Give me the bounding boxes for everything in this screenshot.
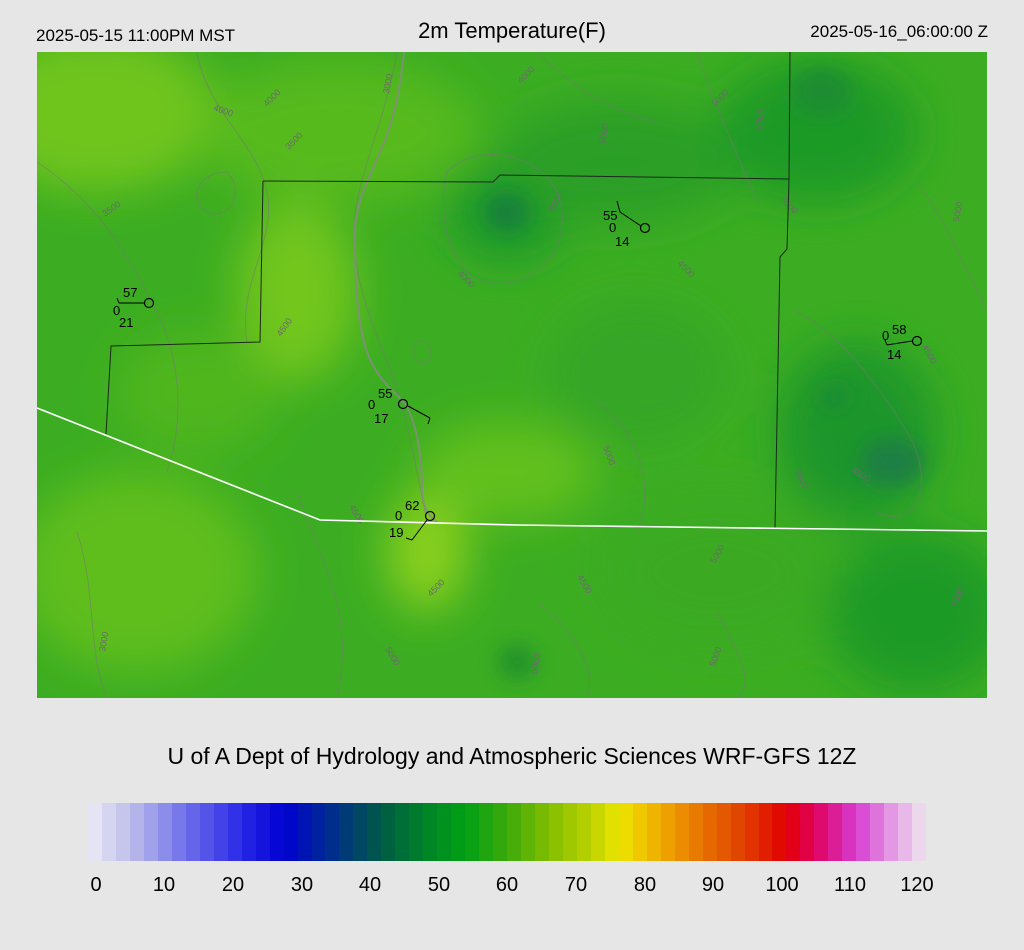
scale-tick-20: 20 <box>221 874 245 896</box>
svg-text:5000: 5000 <box>529 653 542 674</box>
local-time-label: 2025-05-15 11:00PM MST <box>36 26 236 45</box>
scale-tick-30: 30 <box>290 874 314 896</box>
svg-text:5000: 5000 <box>597 123 610 144</box>
river-line <box>353 52 438 523</box>
svg-text:62: 62 <box>405 498 419 513</box>
svg-text:5000: 5000 <box>951 201 964 222</box>
scale-tick-100: 100 <box>765 874 799 896</box>
svg-text:57: 57 <box>123 285 137 300</box>
svg-text:14: 14 <box>615 234 629 249</box>
scale-tick-110: 110 <box>834 874 866 896</box>
cold-pockets <box>485 68 924 680</box>
svg-text:17: 17 <box>374 411 388 426</box>
scale-tick-10: 10 <box>152 874 176 896</box>
svg-text:55: 55 <box>378 386 392 401</box>
scale-tick-0: 0 <box>90 874 102 896</box>
svg-text:3000: 3000 <box>381 73 394 94</box>
state-boundary <box>37 407 987 532</box>
station-plot-3: 58 0 14 <box>882 322 923 362</box>
scale-tick-120: 120 <box>900 874 934 896</box>
svg-text:55: 55 <box>603 208 617 223</box>
temperature-map: 3500 4000 3500 4000 3000 4000 5000 5000 … <box>37 52 987 698</box>
svg-text:0: 0 <box>113 303 120 318</box>
station-plot-2: 55 0 14 <box>603 200 651 249</box>
color-scale-ticks: 0 10 20 30 40 50 60 70 80 90 100 110 120 <box>0 874 1024 904</box>
map-header: 2025-05-15 11:00PM MST 2m Temperature(F)… <box>0 0 1024 50</box>
svg-text:21: 21 <box>119 315 133 330</box>
scale-tick-80: 80 <box>633 874 657 896</box>
svg-text:58: 58 <box>892 322 906 337</box>
station-plot-4: 55 0 17 <box>368 386 431 426</box>
station-plot-1: 57 0 21 <box>113 285 155 330</box>
map-title: 2m Temperature(F) <box>418 18 606 43</box>
color-scale-bar <box>88 803 927 861</box>
scale-tick-40: 40 <box>358 874 382 896</box>
svg-text:0: 0 <box>882 328 889 343</box>
svg-text:14: 14 <box>887 347 901 362</box>
svg-text:5000: 5000 <box>753 109 766 130</box>
county-boundaries <box>105 52 791 529</box>
svg-text:19: 19 <box>389 525 403 540</box>
scale-tick-90: 90 <box>701 874 725 896</box>
station-plot-5: 62 0 19 <box>389 498 436 541</box>
svg-text:0: 0 <box>609 220 616 235</box>
svg-text:3000: 3000 <box>97 631 110 652</box>
credit-line: U of A Dept of Hydrology and Atmospheric… <box>167 743 857 769</box>
scale-tick-60: 60 <box>495 874 519 896</box>
svg-text:0: 0 <box>368 397 375 412</box>
scale-tick-70: 70 <box>564 874 588 896</box>
utc-time-label: 2025-05-16_06:00:00 Z <box>810 22 988 41</box>
svg-text:0: 0 <box>395 508 402 523</box>
scale-tick-50: 50 <box>427 874 451 896</box>
